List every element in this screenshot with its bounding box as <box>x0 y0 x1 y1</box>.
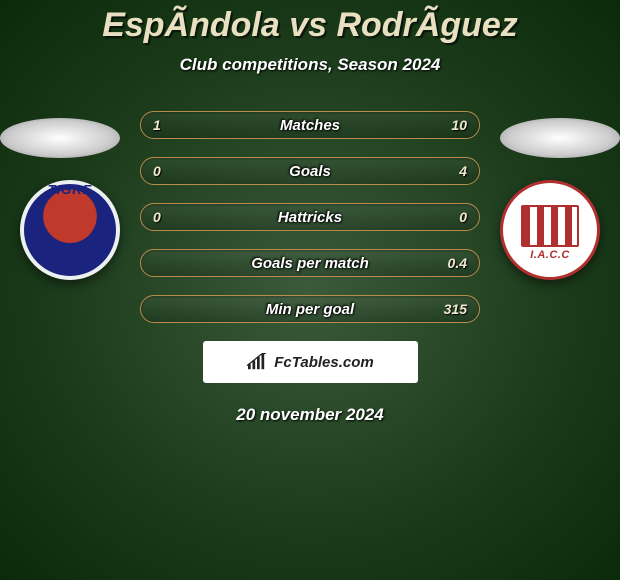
stat-label: Goals per match <box>141 255 479 272</box>
stat-row: Min per goal 315 <box>140 295 480 323</box>
stat-right-value: 4 <box>459 163 467 179</box>
stat-label: Matches <box>141 117 479 134</box>
chart-icon <box>246 353 268 371</box>
stat-label: Goals <box>141 163 479 180</box>
team-name-right: I.A.C.C <box>530 249 570 261</box>
team-name-left: TIGRE <box>48 182 93 197</box>
date-label: 20 november 2024 <box>0 405 620 425</box>
disc-left <box>0 118 120 158</box>
brand-label: FcTables.com <box>274 354 373 371</box>
page-title: EspÃndola vs RodrÃguez <box>0 0 620 45</box>
stat-right-value: 10 <box>451 117 467 133</box>
team-crest-right: I.A.C.C <box>500 180 600 280</box>
team-crest-left: TIGRE <box>20 180 120 280</box>
brand-box[interactable]: FcTables.com <box>203 341 418 383</box>
subtitle: Club competitions, Season 2024 <box>0 55 620 75</box>
stat-row: 0 Hattricks 0 <box>140 203 480 231</box>
stat-right-value: 0 <box>459 209 467 225</box>
stat-right-value: 315 <box>444 301 467 317</box>
stat-left-value: 0 <box>153 209 161 225</box>
crest-stripes-icon <box>521 205 579 247</box>
stat-label: Hattricks <box>141 209 479 226</box>
stat-right-value: 0.4 <box>448 255 467 271</box>
disc-right <box>500 118 620 158</box>
stat-left-value: 0 <box>153 163 161 179</box>
stat-row: 0 Goals 4 <box>140 157 480 185</box>
stats-table: 1 Matches 10 0 Goals 4 0 Hattricks 0 Goa… <box>140 111 480 323</box>
stat-left-value: 1 <box>153 117 161 133</box>
stat-row: Goals per match 0.4 <box>140 249 480 277</box>
stat-label: Min per goal <box>141 301 479 318</box>
stat-row: 1 Matches 10 <box>140 111 480 139</box>
